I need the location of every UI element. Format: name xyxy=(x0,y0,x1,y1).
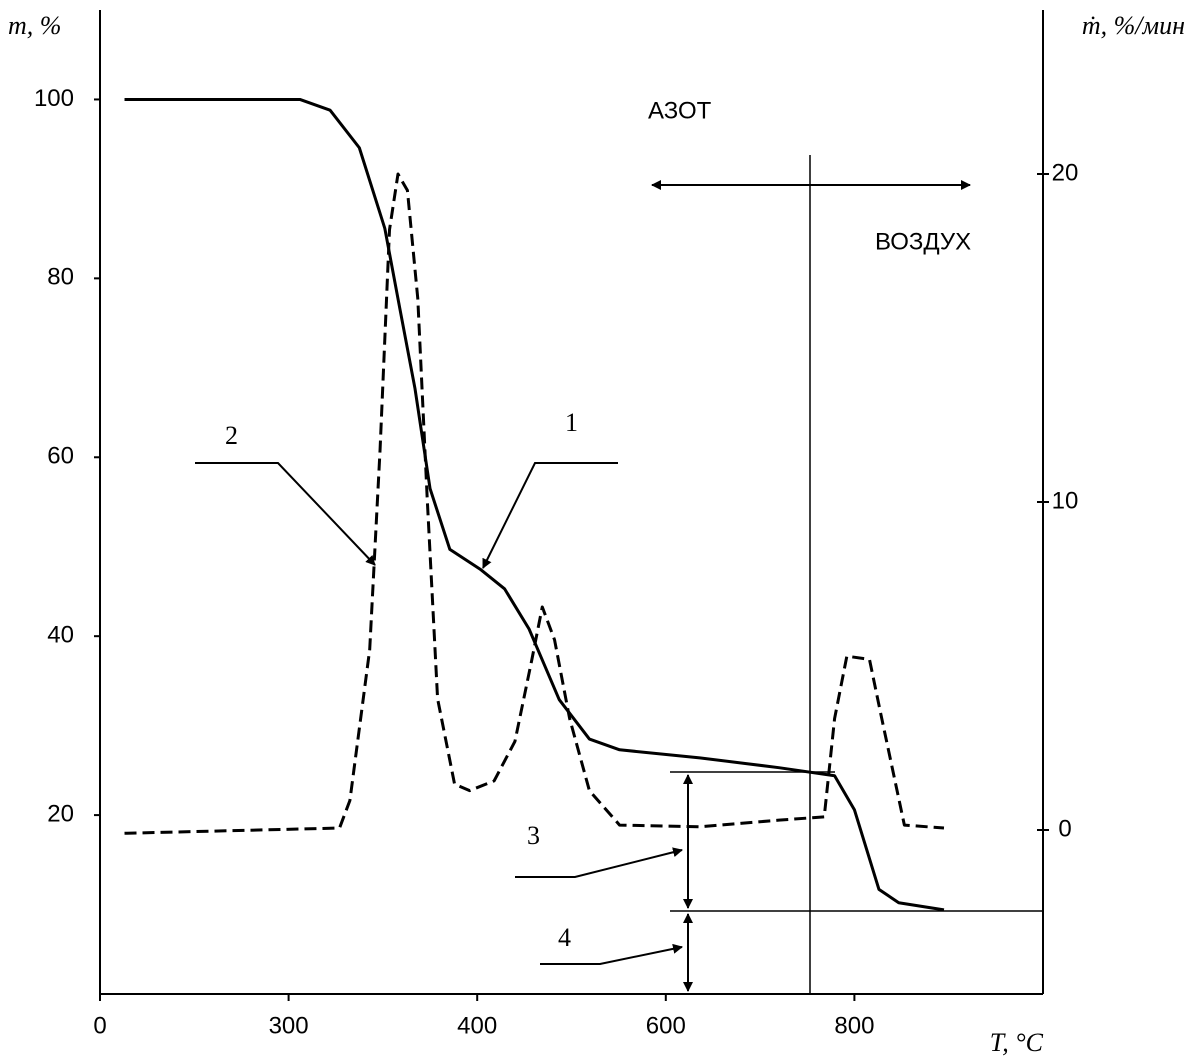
x-tick-label: 800 xyxy=(834,1012,874,1039)
y2-tick-label: 10 xyxy=(1052,487,1079,514)
annotation: 3 xyxy=(527,821,540,850)
y-tick-label: 100 xyxy=(34,85,74,112)
leader xyxy=(195,462,376,566)
annotation: ВОЗДУХ xyxy=(875,228,971,255)
x-tick-label: 400 xyxy=(457,1012,497,1039)
series-line xyxy=(124,97,945,912)
x-tick-label: 600 xyxy=(646,1012,686,1039)
x-tick-label: 0 xyxy=(93,1012,106,1039)
leader xyxy=(515,847,683,878)
y-tick-label: 60 xyxy=(47,443,74,470)
y-axis-label: m, % xyxy=(8,11,61,40)
y-tick-label: 80 xyxy=(47,264,74,291)
y2-tick-label: 20 xyxy=(1052,159,1079,186)
x-tick-label: 300 xyxy=(269,1012,309,1039)
y-tick-label: 40 xyxy=(47,622,74,649)
annotation: 1 xyxy=(565,408,578,437)
leader xyxy=(540,943,683,965)
annotation: 4 xyxy=(558,923,571,952)
x-axis-label: T, °C xyxy=(990,1028,1044,1057)
annotation: 2 xyxy=(225,421,238,450)
y2-tick-label: 0 xyxy=(1058,815,1071,842)
annotation: АЗОТ xyxy=(648,97,712,124)
guides xyxy=(195,155,1043,994)
leader xyxy=(482,462,618,569)
series-line xyxy=(124,172,945,835)
y2-axis-label: ṁ, %/мин xyxy=(1082,11,1185,40)
y-tick-label: 20 xyxy=(47,800,74,827)
